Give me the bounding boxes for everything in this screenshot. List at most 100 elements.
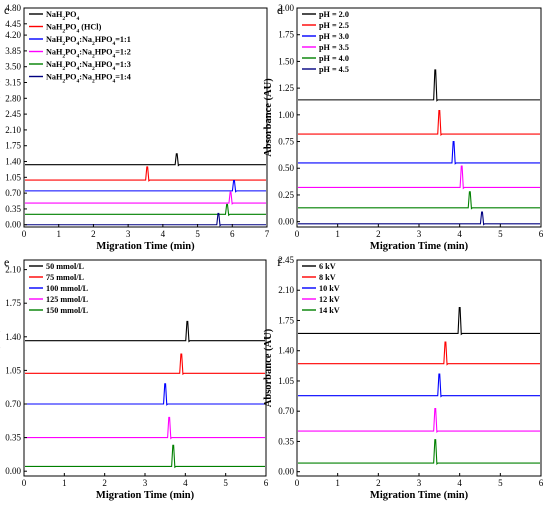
- legend-label: pH = 3.5: [319, 43, 349, 52]
- y-tick-label: 4.20: [5, 30, 21, 40]
- y-tick-label: 2.10: [5, 125, 21, 135]
- y-tick-label: 2.45: [278, 255, 294, 265]
- plot-frame: [23, 7, 268, 228]
- legend-label: pH = 4.5: [319, 65, 349, 74]
- x-tick-label: 1: [335, 229, 340, 239]
- y-tick-label: 3.15: [5, 78, 21, 88]
- y-axis-title: Absorbance (AU): [263, 328, 274, 407]
- legend-label: 150 mmol/L: [46, 306, 89, 315]
- x-tick-label: 0: [295, 229, 300, 239]
- y-axis-title: Absorbance (AU): [0, 78, 1, 157]
- x-tick-label: 2: [102, 478, 107, 488]
- y-tick-label: 2.00: [278, 3, 294, 13]
- y-tick-label: 2.10: [278, 285, 294, 295]
- y-tick-label: 0.00: [5, 220, 21, 230]
- x-tick-label: 5: [195, 229, 200, 239]
- legend-label: NaH2PO4:Na2HPO4=1:4: [46, 73, 131, 85]
- x-tick-label: 4: [457, 229, 462, 239]
- y-tick-label: 1.40: [5, 332, 21, 342]
- x-tick-label: 3: [143, 478, 148, 488]
- panel-e: e 0.00 0.35 0.70 1.05 1.40 1.75 2.10 0 1 2 3 4 5 6 Migr…: [0, 255, 269, 501]
- y-tick-label: 0.70: [5, 188, 21, 198]
- legend: 6 kV 8 kV 10 kV 12 kV 14 kV: [302, 262, 340, 315]
- y-tick-label: 3.50: [5, 62, 21, 72]
- legend-label: pH = 4.0: [319, 54, 349, 63]
- y-tick-label: 0.00: [278, 467, 294, 477]
- x-axis-title: Migration Time (min): [96, 490, 195, 501]
- x-tick-label: 1: [335, 478, 340, 488]
- y-tick-label: 1.75: [5, 141, 21, 151]
- legend-label: pH = 2.5: [319, 21, 349, 30]
- panel-c: c 0.00 0.35 0.70 1.05 1.40 1.75 2.10 2.45 2.80 3.1…: [0, 3, 270, 252]
- legend-label: NaH2PO4 (HCl): [46, 23, 102, 35]
- panel-letter: d: [277, 3, 283, 17]
- legend-label: pH = 3.0: [319, 32, 349, 41]
- series-line-2: [25, 179, 266, 193]
- y-tick-label: 0.35: [278, 436, 294, 446]
- series-line-4: [25, 444, 265, 469]
- series-line-0: [298, 69, 540, 102]
- legend-label: 10 kV: [319, 284, 340, 293]
- series-line-3: [298, 408, 540, 433]
- x-axis-title: Migration Time (min): [370, 241, 469, 252]
- x-tick-label: 1: [62, 478, 67, 488]
- series-line-1: [298, 341, 540, 366]
- x-tick-label: 4: [183, 478, 188, 488]
- x-tick-label: 6: [539, 478, 544, 488]
- y-tick-label: 1.40: [278, 346, 294, 356]
- x-tick-label: 7: [265, 229, 270, 239]
- legend-label: NaH2PO4:Na2HPO4=1:3: [46, 60, 131, 72]
- series-line-3: [25, 191, 266, 205]
- x-tick-label: 6: [264, 478, 269, 488]
- legend: 50 mmol/L 75 mmol/L 100 mmol/L 125 mmol/L 15…: [29, 262, 89, 315]
- series-line-1: [25, 166, 266, 182]
- series-line-4: [298, 439, 540, 465]
- series-line-1: [298, 110, 540, 136]
- panel-letter: f: [277, 255, 281, 269]
- legend-label: 12 kV: [319, 295, 340, 304]
- y-tick-label: 4.80: [5, 3, 21, 13]
- y-tick-label: 1.50: [278, 56, 294, 66]
- legend-label: 75 mmol/L: [46, 273, 85, 282]
- y-tick-label: 0.35: [5, 433, 21, 443]
- x-tick-label: 4: [161, 229, 166, 239]
- y-tick-label: 0.00: [5, 466, 21, 476]
- panel-letter: e: [4, 255, 9, 269]
- series-line-3: [25, 416, 265, 440]
- legend-label: 8 kV: [319, 273, 336, 282]
- x-tick-label: 3: [126, 229, 131, 239]
- y-tick-label: 4.45: [5, 19, 21, 29]
- y-tick-label: 0.00: [278, 217, 294, 227]
- y-axis-title: Absorbance (AU): [263, 78, 274, 157]
- y-axis-title: Absorbance (AU): [0, 328, 1, 407]
- series-line-4: [25, 203, 266, 217]
- series-line-2: [298, 373, 540, 398]
- x-axis-title: Migration Time (min): [96, 241, 195, 252]
- legend-label: 125 mmol/L: [46, 295, 89, 304]
- x-tick-label: 3: [417, 229, 422, 239]
- series-line-0: [25, 153, 266, 167]
- y-tick-label: 1.25: [278, 83, 294, 93]
- legend-label: 50 mmol/L: [46, 262, 85, 271]
- y-tick-label: 1.75: [278, 315, 294, 325]
- panel-f: f 0.00 0.35 0.70 1.05 1.40 1.75 2.10 2.45 0 1 2 3 4 5 6…: [263, 255, 544, 501]
- x-tick-label: 2: [376, 478, 381, 488]
- y-tick-label: 0.50: [278, 163, 294, 173]
- y-tick-label: 1.05: [5, 365, 21, 375]
- legend-label: NaH2PO4:Na2HPO4=1:2: [46, 48, 131, 60]
- x-tick-label: 6: [539, 229, 544, 239]
- series-line-2: [25, 383, 265, 406]
- x-axis-title: Migration Time (min): [370, 490, 469, 501]
- y-tick-label: 0.70: [5, 399, 21, 409]
- y-tick-label: 2.80: [5, 93, 21, 103]
- panel-d: d 0.00 0.25 0.50 0.75 1.00 1.25 1.50 1.75 2.00 0 1 2…: [263, 3, 544, 252]
- y-tick-label: 0.25: [278, 190, 294, 200]
- panel-letter: c: [4, 3, 9, 17]
- series-line-4: [298, 191, 540, 210]
- series-line-1: [25, 353, 265, 376]
- y-tick-label: 1.75: [5, 298, 21, 308]
- x-tick-label: 0: [22, 229, 27, 239]
- legend-label: pH = 2.0: [319, 10, 349, 19]
